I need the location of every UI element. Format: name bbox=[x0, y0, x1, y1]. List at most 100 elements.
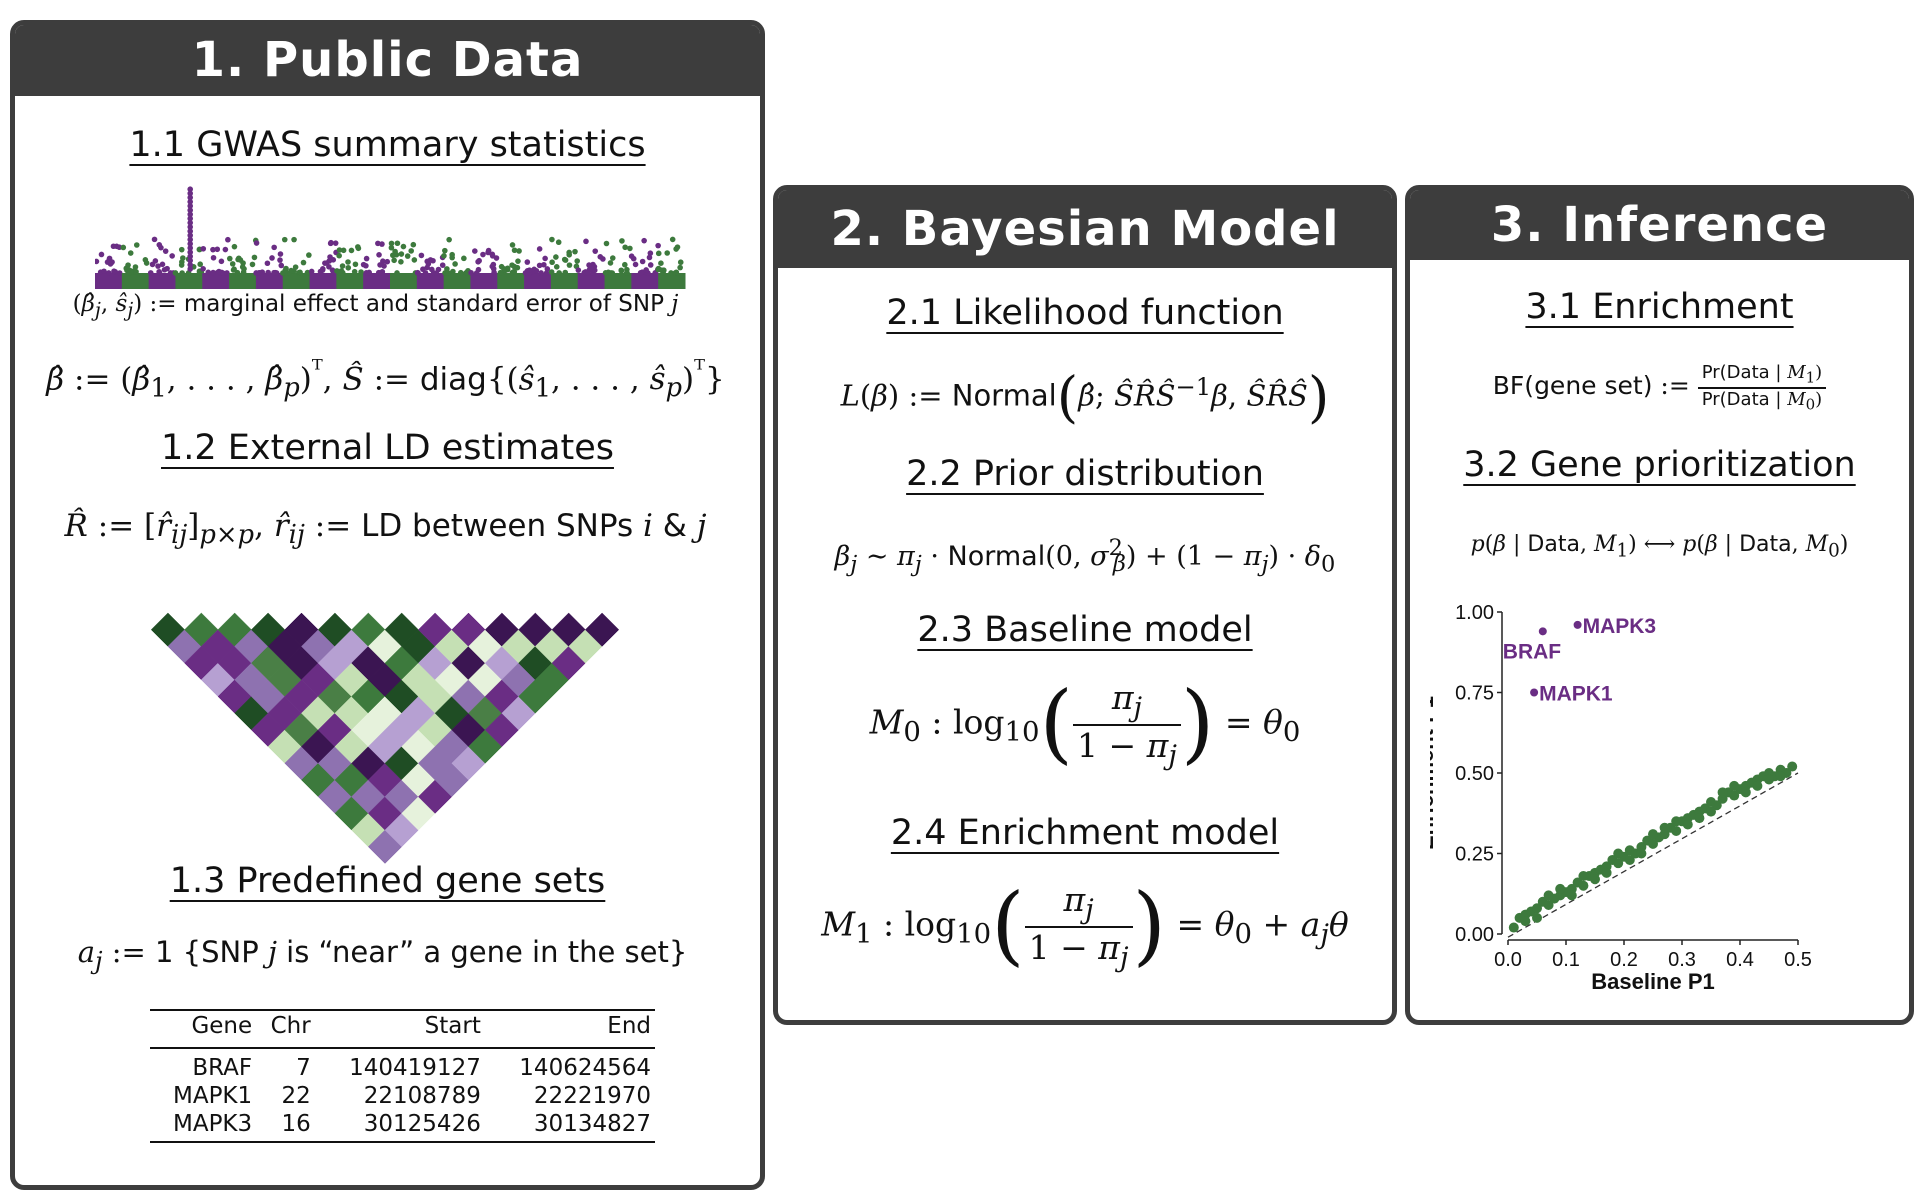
snp-point bbox=[609, 255, 616, 261]
snp-point bbox=[490, 261, 497, 268]
snp-point bbox=[433, 270, 440, 276]
data-point bbox=[1706, 806, 1716, 817]
data-point bbox=[1613, 858, 1624, 869]
snp-point bbox=[457, 269, 464, 276]
panel-bayesian-model: 2. Bayesian Model 2.1 Likelihood functio… bbox=[773, 185, 1397, 1025]
data-point bbox=[1543, 900, 1554, 911]
snp-point bbox=[169, 253, 175, 259]
data-point bbox=[1752, 780, 1763, 791]
snp-point bbox=[541, 261, 547, 268]
snp-point bbox=[632, 261, 639, 268]
start-cell: 30125426 bbox=[314, 1110, 485, 1143]
end-cell: 22221970 bbox=[533, 1083, 651, 1109]
manhattan-plot bbox=[95, 186, 686, 289]
snp-point bbox=[655, 266, 662, 273]
snp-point bbox=[449, 251, 455, 258]
gene-cell: BRAF bbox=[192, 1055, 253, 1081]
snp-point bbox=[511, 247, 518, 254]
snp-point bbox=[647, 262, 654, 268]
table-row: MAPK1 22 22108789 22221970 bbox=[150, 1082, 655, 1110]
snp-point bbox=[439, 262, 446, 268]
snp-point bbox=[345, 259, 351, 265]
snp-point bbox=[297, 269, 303, 276]
data-point bbox=[1590, 874, 1600, 885]
snp-point bbox=[308, 268, 315, 275]
snp-point bbox=[553, 254, 559, 260]
snp-point bbox=[398, 251, 405, 257]
snp-point bbox=[548, 269, 555, 275]
point-label: BRAF bbox=[1503, 640, 1561, 663]
snp-point bbox=[497, 269, 504, 276]
snp-point bbox=[468, 269, 474, 276]
snp-point bbox=[586, 262, 592, 268]
snp-point bbox=[187, 199, 194, 205]
column-header: Chr bbox=[256, 1009, 315, 1049]
snp-point bbox=[216, 268, 222, 275]
y-tick-label: 0.50 bbox=[1455, 763, 1494, 785]
snp-point bbox=[643, 267, 649, 273]
snp-point bbox=[489, 253, 496, 259]
snp-point bbox=[172, 270, 179, 276]
section-heading: 1.1 GWAS summary statistics bbox=[129, 125, 646, 165]
snp-point bbox=[251, 254, 258, 261]
snp-point bbox=[326, 258, 333, 264]
data-point bbox=[1729, 780, 1740, 791]
snp-point bbox=[187, 249, 194, 255]
data-point bbox=[1578, 871, 1589, 882]
snp-point bbox=[463, 269, 470, 276]
data-point bbox=[1717, 787, 1728, 798]
start-cell: 22108789 bbox=[363, 1083, 481, 1109]
snp-point bbox=[473, 270, 480, 276]
snp-point bbox=[205, 269, 212, 276]
snp-point bbox=[345, 264, 352, 271]
snp-point bbox=[509, 242, 516, 248]
snp-point bbox=[622, 244, 628, 251]
snp-point bbox=[366, 269, 372, 276]
data-point bbox=[1740, 787, 1751, 798]
snp-point bbox=[630, 255, 637, 262]
chromosome-band bbox=[363, 273, 391, 289]
snp-point bbox=[234, 269, 241, 276]
snp-point bbox=[677, 264, 683, 271]
snp-point bbox=[187, 253, 194, 260]
data-point bbox=[1555, 883, 1566, 894]
snp-point bbox=[222, 246, 229, 253]
section-heading: 2.3 Baseline model bbox=[917, 610, 1253, 650]
data-point bbox=[1648, 838, 1658, 849]
snp-point bbox=[229, 261, 236, 267]
snp-point bbox=[410, 241, 417, 248]
snp-point bbox=[271, 244, 277, 251]
data-point bbox=[1648, 829, 1658, 840]
panel-public-data: 1. Public Data 1.1 GWAS summary statisti… bbox=[10, 20, 765, 1190]
snp-point bbox=[542, 255, 548, 262]
snp-point bbox=[265, 269, 271, 276]
snp-point bbox=[200, 245, 207, 252]
snp-point bbox=[187, 220, 194, 226]
snp-point bbox=[597, 254, 604, 260]
snp-point bbox=[498, 263, 505, 270]
snp-point bbox=[376, 252, 382, 258]
snp-point bbox=[442, 247, 448, 254]
y-tick-label: 0.75 bbox=[1455, 683, 1494, 705]
section-heading: 3.2 Gene prioritization bbox=[1463, 445, 1856, 485]
data-point bbox=[1659, 822, 1670, 833]
data-point bbox=[1543, 890, 1554, 901]
snp-point bbox=[151, 236, 158, 243]
snp-point bbox=[446, 236, 452, 243]
snp-point bbox=[394, 270, 400, 276]
snp-point bbox=[155, 263, 161, 269]
snp-point bbox=[225, 236, 231, 243]
data-point bbox=[1764, 774, 1774, 785]
snp-point bbox=[187, 190, 194, 197]
snp-point bbox=[445, 270, 452, 276]
snp-point bbox=[187, 207, 194, 213]
snp-point bbox=[536, 262, 543, 269]
highlighted-point bbox=[1538, 627, 1547, 636]
snp-point bbox=[589, 265, 596, 272]
section-heading: 1.3 Predefined gene sets bbox=[169, 861, 606, 901]
snp-point bbox=[358, 269, 364, 275]
snp-point bbox=[291, 236, 297, 243]
snp-point bbox=[394, 240, 401, 247]
point-label: MAPK1 bbox=[1539, 683, 1613, 706]
annotation-equation: aj := 1 {SNP j is “near” a gene in the s… bbox=[77, 935, 688, 975]
